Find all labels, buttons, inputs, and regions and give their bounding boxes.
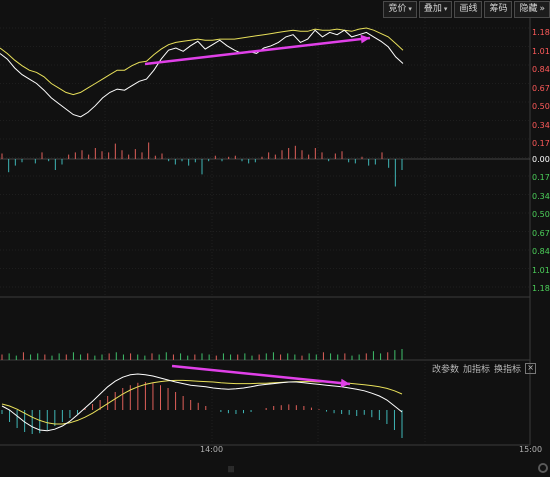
price-axis-label: 0.50% bbox=[532, 210, 550, 219]
overlay-button-label: 叠加 bbox=[423, 3, 442, 14]
overlay-button[interactable]: 叠加 ▾ bbox=[418, 0, 453, 18]
price-axis-label: 0.17% bbox=[532, 173, 550, 182]
price-axis-label: 0.34% bbox=[532, 191, 550, 201]
price-axis-label: 1.01% bbox=[532, 265, 550, 275]
settings-icon[interactable]: ● bbox=[538, 463, 548, 473]
double-chevron-right-icon: » bbox=[539, 3, 545, 14]
draw-line-button[interactable]: 画线 bbox=[454, 0, 483, 18]
price-axis-label: 0.67% bbox=[532, 228, 550, 238]
hide-button-label: 隐藏 bbox=[519, 3, 538, 14]
price-line bbox=[0, 29, 404, 118]
chart-toolbar: 竞价 ▾ 叠加 ▾ 画线 筹码 隐藏 » bbox=[383, 0, 550, 18]
time-label-1500: 15:00 bbox=[519, 445, 543, 454]
avg-price-line bbox=[0, 27, 404, 96]
chips-button-label: 筹码 bbox=[489, 3, 508, 14]
price-axis-label: 1.18% bbox=[532, 284, 550, 293]
trend-arrow-price bbox=[144, 36, 371, 66]
price-axis-label: 1.18% bbox=[532, 28, 550, 37]
trend-arrow-price-head bbox=[360, 34, 370, 44]
draw-line-button-label: 画线 bbox=[459, 3, 478, 14]
time-label-1400: 14:00 bbox=[200, 445, 224, 454]
price-axis-label: 0.34% bbox=[532, 120, 550, 130]
chevron-down-icon: ▾ bbox=[408, 4, 412, 13]
price-axis-label: 0.17% bbox=[532, 139, 550, 148]
price-axis-label: 0.84% bbox=[532, 247, 550, 256]
trend-arrow-macd-head bbox=[340, 378, 350, 388]
chevron-down-icon: ▾ bbox=[443, 4, 448, 13]
price-axis-label-zero: 0.00% bbox=[532, 155, 550, 164]
price-axis-label: 0.84% bbox=[532, 65, 550, 74]
bid-button-label: 竞价 bbox=[388, 3, 407, 14]
add-indicator-button[interactable]: 加指标 bbox=[463, 364, 491, 375]
close-icon[interactable]: × bbox=[525, 362, 537, 374]
bid-button[interactable]: 竞价 ▾ bbox=[383, 0, 417, 18]
edit-params-button[interactable]: 改参数 bbox=[432, 364, 460, 375]
price-axis-label: 1.01% bbox=[532, 46, 550, 56]
price-axis-label: 0.67% bbox=[532, 83, 550, 93]
price-axis-label: 0.50% bbox=[532, 102, 550, 111]
dif-line bbox=[1, 373, 403, 432]
chips-button[interactable]: 筹码 bbox=[484, 0, 513, 18]
hide-button[interactable]: 隐藏 » bbox=[514, 0, 550, 18]
switch-indicator-button[interactable]: 换指标 bbox=[494, 364, 522, 375]
indicator-toolbar: 改参数 加指标 换指标 × bbox=[432, 362, 537, 375]
trend-arrow-macd bbox=[171, 364, 351, 386]
scroll-handle[interactable]: ||| bbox=[227, 466, 235, 473]
